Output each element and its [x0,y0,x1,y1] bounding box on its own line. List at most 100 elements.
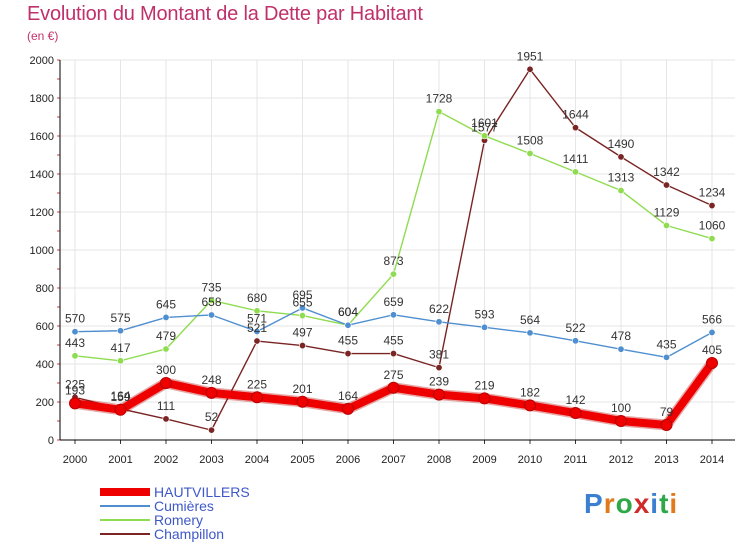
axes: 0 200 400 600 800 1000 1200 1400 1600 1800 2000 200… [30,55,735,466]
data-label: 193 [65,383,85,397]
legend-swatch-cumieres [100,505,150,507]
data-label: 478 [611,329,631,343]
data-point [615,415,627,427]
x-tick-label: 2014 [700,454,724,466]
data-point [480,132,488,140]
data-label: 239 [429,375,449,389]
series-lines [69,65,718,434]
series-champillon [71,65,716,434]
x-tick-label: 2007 [381,454,405,466]
data-point [617,153,625,161]
data-point [662,221,670,229]
data-point [114,403,127,416]
data-label: 1342 [653,165,680,179]
data-label: 479 [156,329,176,343]
data-point [296,395,309,408]
data-label: 142 [565,393,585,407]
data-label: 381 [429,348,449,362]
legend-swatch-champillon [100,533,150,535]
data-label: 182 [520,385,540,399]
y-tick-label: 600 [36,321,54,333]
data-label: 405 [702,343,722,357]
data-label: 1577 [471,120,498,134]
legend-label-cumieres: Cumières [154,498,214,514]
x-tick-label: 2004 [245,454,269,466]
data-label: 435 [656,337,676,351]
data-point [342,402,354,415]
legend-swatch-hautvillers [100,488,150,496]
data-label: 455 [338,334,358,348]
series-romery [71,108,716,365]
data-label: 655 [292,296,312,310]
data-label: 645 [156,297,176,311]
data-point [708,235,716,243]
y-tick-label: 1600 [30,131,54,143]
y-tick-label: 1000 [30,245,54,257]
data-label: 111 [157,399,176,413]
data-point [389,350,397,358]
data-point [662,181,670,189]
data-point [435,318,443,326]
data-point [435,108,443,116]
data-label: 164 [110,389,130,403]
data-label: 417 [110,341,130,355]
x-tick-label: 2005 [290,454,314,466]
legend-label-champillon: Champillon [154,526,225,542]
data-point [208,426,216,434]
logo-letter: t [659,488,670,519]
data-point [344,321,352,329]
data-label: 1313 [608,171,635,185]
data-label: 522 [565,321,585,335]
data-point [253,328,261,336]
data-point [708,328,716,336]
data-label: 201 [292,382,312,396]
data-label: 497 [292,326,312,340]
data-point [571,124,579,132]
legend-label-romery: Romery [154,512,204,528]
y-tick-label: 1200 [30,207,54,219]
logo-letter: o [615,488,634,519]
data-label: 225 [247,377,267,391]
data-point [569,407,582,420]
x-tick-label: 2002 [154,454,178,466]
data-label: 873 [383,254,403,268]
data-label: 100 [611,401,631,415]
data-point [480,323,488,331]
y-tick-label: 200 [36,397,54,409]
x-tick-label: 2006 [336,454,360,466]
data-label: 695 [292,288,312,302]
data-label: 1601 [471,116,498,130]
logo-letter: x [633,488,651,519]
data-point [617,187,625,195]
data-label: 455 [383,334,403,348]
y-tick-label: 800 [36,283,54,295]
data-label: 1234 [699,186,726,200]
chart-subtitle: (en €) [27,29,59,43]
x-tick-label: 2003 [199,454,223,466]
data-point [298,342,306,350]
data-point [344,350,352,358]
logo-letter: P [584,488,604,519]
data-label: 1644 [562,108,589,122]
data-point [660,418,673,431]
data-label: 521 [247,321,267,335]
data-label: 1490 [608,137,635,151]
data-point [433,388,445,401]
data-label: 593 [474,307,494,321]
data-point [251,391,263,404]
data-label: 564 [520,313,540,327]
data-point [526,65,534,73]
proxiti-logo: Proxiti [584,488,678,520]
data-point [298,312,306,320]
data-point [162,313,170,321]
data-label: 1060 [699,219,726,233]
logo-letter: i [669,488,679,519]
data-point [162,345,170,353]
data-label: 52 [205,410,219,424]
data-label: 275 [383,368,403,382]
x-tick-label: 2011 [564,454,588,466]
x-tick-label: 2008 [427,454,451,466]
x-tick-label: 2009 [472,454,496,466]
data-label: 571 [247,312,267,326]
